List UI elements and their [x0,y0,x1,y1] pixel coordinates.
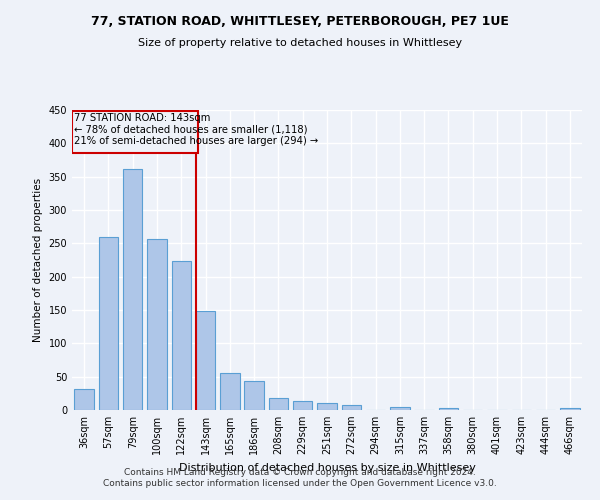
Y-axis label: Number of detached properties: Number of detached properties [33,178,43,342]
Bar [560,408,580,410]
Bar [99,238,118,410]
Bar [123,168,142,410]
Bar [172,260,191,410]
Bar [196,312,215,410]
Bar [72,112,198,154]
Bar [74,390,94,410]
Bar [147,240,167,410]
X-axis label: Distribution of detached houses by size in Whittlesey: Distribution of detached houses by size … [179,462,475,472]
Text: 77, STATION ROAD, WHITTLESEY, PETERBOROUGH, PE7 1UE: 77, STATION ROAD, WHITTLESEY, PETERBOROU… [91,15,509,28]
Bar [269,398,288,410]
Bar [341,406,361,410]
Bar [390,406,410,410]
Bar [439,408,458,410]
Text: Size of property relative to detached houses in Whittlesey: Size of property relative to detached ho… [138,38,462,48]
Bar [220,372,239,410]
Bar [244,380,264,410]
Bar [317,404,337,410]
Text: 77 STATION ROAD: 143sqm
← 78% of detached houses are smaller (1,118)
21% of semi: 77 STATION ROAD: 143sqm ← 78% of detache… [74,112,319,146]
Text: Contains HM Land Registry data © Crown copyright and database right 2024.
Contai: Contains HM Land Registry data © Crown c… [103,468,497,487]
Bar [293,400,313,410]
